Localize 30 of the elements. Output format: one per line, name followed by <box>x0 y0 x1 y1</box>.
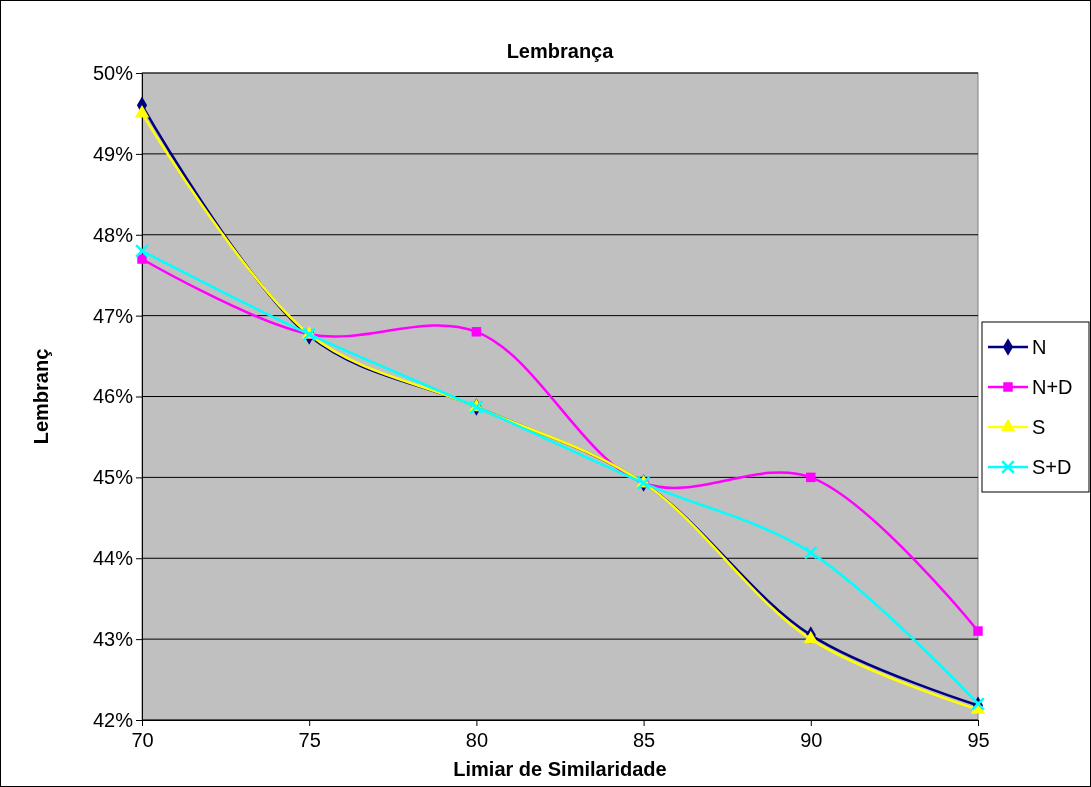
point <box>471 327 482 337</box>
y-tick-label: 47% <box>92 304 134 327</box>
x-tick-label: 90 <box>800 729 823 751</box>
legend-label: S+D <box>1032 456 1072 478</box>
y-tick-label: 49% <box>92 142 134 165</box>
y-tick-label: 44% <box>92 547 134 570</box>
x-tick-label: 95 <box>967 729 990 751</box>
x-tick-label: 75 <box>298 729 321 751</box>
x-axis-title: Limiar de Similaridade <box>453 758 667 780</box>
point <box>806 472 816 483</box>
y-tick-label: 42% <box>92 708 134 731</box>
legend-label: N <box>1032 336 1047 358</box>
point <box>970 696 986 711</box>
point <box>803 630 819 644</box>
point <box>973 626 983 636</box>
y-tick-label: 43% <box>92 628 134 651</box>
point <box>134 105 150 118</box>
point <box>134 243 150 258</box>
y-tick-label: 45% <box>92 466 134 489</box>
point <box>803 545 818 560</box>
y-tick-label: 50% <box>92 61 134 84</box>
y-tick-label: 48% <box>92 223 134 246</box>
x-tick-label: 85 <box>632 729 656 751</box>
x-tick-label: 70 <box>131 729 154 751</box>
y-tick-label: 46% <box>92 385 134 408</box>
y-axis-title: Lembranç <box>30 348 52 445</box>
chart-title: Lembrança <box>506 40 615 62</box>
legend-label: N+D <box>1032 376 1073 398</box>
x-tick-label: 80 <box>465 729 489 751</box>
legend-label: S <box>1032 416 1046 438</box>
